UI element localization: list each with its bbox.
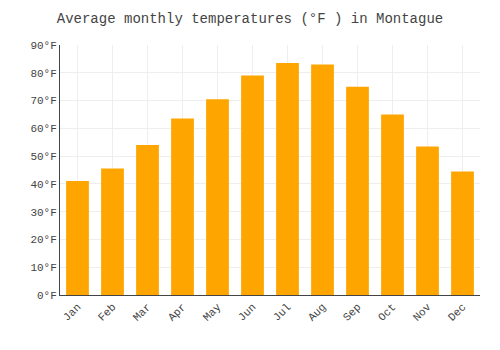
- svg-text:Mar: Mar: [131, 301, 153, 323]
- svg-text:90°F: 90°F: [30, 40, 56, 52]
- svg-text:May: May: [201, 301, 224, 324]
- svg-text:80°F: 80°F: [30, 68, 56, 80]
- svg-text:Average monthly temperatures (: Average monthly temperatures (°F ) in Mo…: [57, 11, 443, 27]
- svg-text:Dec: Dec: [446, 301, 468, 323]
- svg-text:Aug: Aug: [306, 301, 328, 323]
- svg-text:Sep: Sep: [341, 301, 363, 323]
- svg-text:Jun: Jun: [236, 301, 258, 323]
- svg-text:50°F: 50°F: [30, 151, 56, 163]
- svg-text:70°F: 70°F: [30, 95, 56, 107]
- svg-text:20°F: 20°F: [30, 234, 56, 246]
- svg-text:Oct: Oct: [376, 301, 398, 323]
- svg-text:10°F: 10°F: [30, 262, 56, 274]
- svg-text:60°F: 60°F: [30, 123, 56, 135]
- svg-text:Jan: Jan: [61, 301, 83, 323]
- svg-text:Jul: Jul: [271, 301, 293, 323]
- svg-text:Feb: Feb: [96, 301, 118, 323]
- svg-text:0°F: 0°F: [37, 290, 57, 302]
- svg-text:Nov: Nov: [411, 301, 434, 324]
- svg-text:30°F: 30°F: [30, 207, 56, 219]
- svg-text:40°F: 40°F: [30, 179, 56, 191]
- svg-text:Apr: Apr: [166, 301, 188, 323]
